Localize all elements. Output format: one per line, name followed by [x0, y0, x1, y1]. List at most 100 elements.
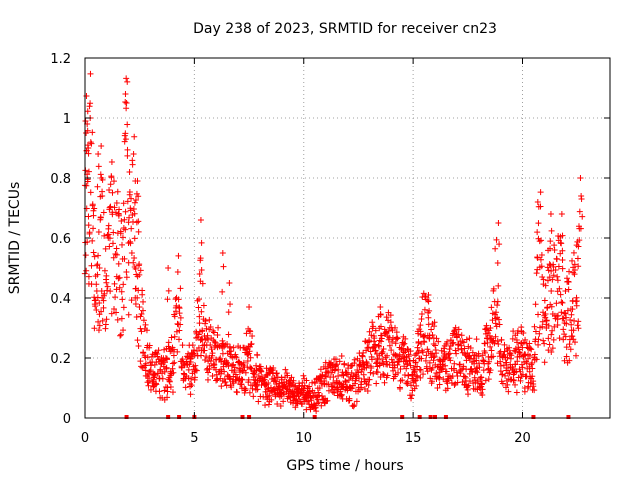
data-point [392, 324, 399, 331]
data-point [142, 321, 149, 328]
data-point [423, 352, 430, 359]
data-point [497, 362, 504, 369]
data-point [96, 299, 103, 306]
data-point [182, 375, 189, 382]
data-point [574, 255, 581, 262]
data-point [426, 307, 433, 314]
data-point [221, 368, 228, 375]
data-point [575, 263, 582, 270]
data-point [117, 331, 124, 338]
data-point [556, 335, 563, 342]
data-point [423, 363, 430, 370]
data-point [504, 381, 511, 388]
data-point [171, 359, 178, 366]
data-point [139, 307, 146, 314]
data-point [420, 290, 427, 297]
data-point [222, 378, 229, 385]
data-point [443, 368, 450, 375]
y-tick-label: 0.4 [50, 292, 71, 307]
data-point [451, 360, 458, 367]
data-point [169, 389, 176, 396]
data-point [143, 327, 150, 334]
data-point [559, 232, 566, 239]
data-point [538, 237, 545, 244]
data-point [378, 350, 385, 357]
data-point [549, 327, 556, 334]
data-point [516, 366, 523, 373]
data-point [231, 364, 238, 371]
data-point [438, 367, 445, 373]
data-point [571, 261, 578, 268]
data-point [115, 212, 122, 219]
data-point [571, 266, 578, 273]
data-point [441, 348, 448, 355]
data-point [424, 297, 431, 304]
data-point [351, 402, 358, 409]
data-point [290, 377, 297, 384]
data-point [463, 336, 470, 343]
data-point [247, 354, 254, 361]
data-point [508, 352, 515, 359]
data-point [555, 312, 562, 319]
data-point [462, 374, 469, 381]
data-point [173, 302, 180, 309]
data-point [389, 338, 396, 345]
data-point [482, 377, 489, 384]
data-point [138, 311, 145, 318]
data-point [109, 240, 116, 247]
data-point [429, 331, 436, 338]
data-point [366, 337, 373, 344]
data-point [123, 100, 130, 106]
zero-marker [400, 415, 405, 419]
data-point [146, 375, 153, 382]
data-point [83, 182, 90, 189]
data-point [345, 377, 352, 384]
data-point [436, 374, 443, 381]
data-point [413, 372, 420, 379]
data-point [355, 369, 362, 376]
data-point [550, 336, 557, 343]
data-point [140, 317, 147, 324]
data-point [455, 326, 462, 333]
data-point [331, 367, 338, 374]
data-point [128, 225, 135, 232]
data-point [104, 232, 111, 239]
data-point [112, 294, 119, 301]
data-point [491, 340, 498, 347]
data-point [572, 352, 579, 359]
data-point [376, 343, 383, 350]
data-point [487, 367, 494, 374]
data-point [168, 334, 175, 341]
data-point [177, 314, 184, 321]
data-point [531, 323, 538, 330]
data-point [422, 357, 429, 364]
data-point [337, 388, 344, 395]
x-axis-label: GPS time / hours [286, 458, 403, 474]
data-point [349, 385, 356, 392]
data-point [90, 225, 97, 232]
data-point [418, 315, 425, 322]
data-point [356, 386, 363, 393]
y-tick-label: 0.2 [50, 352, 71, 367]
data-point [442, 362, 449, 369]
data-point [440, 376, 447, 383]
data-point [108, 173, 115, 180]
data-point [170, 346, 177, 353]
data-point [319, 371, 326, 378]
zero-marker [428, 415, 433, 419]
data-point [87, 139, 94, 146]
data-point [155, 347, 162, 354]
data-point [486, 358, 493, 365]
data-point [170, 352, 177, 359]
data-point [348, 362, 355, 369]
data-point [390, 367, 397, 374]
data-point [535, 220, 542, 227]
data-point [408, 382, 415, 389]
y-tick-label: 1 [63, 112, 71, 127]
data-point [89, 129, 96, 136]
data-point [95, 252, 102, 259]
data-point [86, 103, 93, 110]
data-point [548, 227, 555, 234]
data-point [196, 270, 203, 277]
data-point [537, 189, 544, 196]
